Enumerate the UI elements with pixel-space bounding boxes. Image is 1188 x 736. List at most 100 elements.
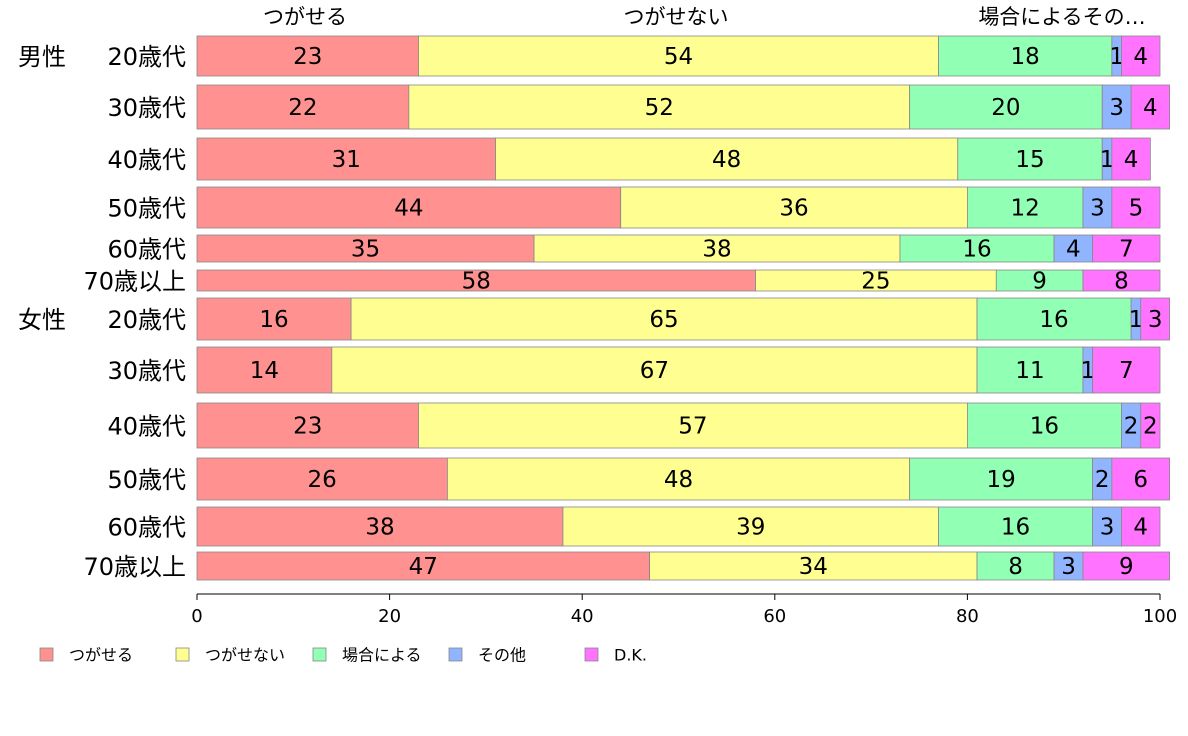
data-label: 54 xyxy=(664,44,693,70)
data-label: 7 xyxy=(1119,358,1134,384)
data-label: 48 xyxy=(712,147,741,173)
legend-label: 場合による xyxy=(342,646,422,665)
data-label: 4 xyxy=(1133,44,1148,70)
data-label: 1 xyxy=(1109,44,1124,70)
data-label: 4 xyxy=(1124,147,1139,173)
bar-segment xyxy=(1082,186,1113,229)
bar-segment xyxy=(196,137,496,181)
bar-segment xyxy=(1121,35,1161,77)
column-headers: つがせる つがせない 場合によるその… xyxy=(263,5,1146,29)
data-label: 16 xyxy=(1001,515,1030,541)
data-label: 3 xyxy=(1109,95,1124,121)
legend-swatch xyxy=(39,647,54,662)
row-label: 70歳以上 xyxy=(83,553,186,581)
x-tick-label: 60 xyxy=(763,606,786,627)
data-label: 39 xyxy=(736,515,765,541)
bar-segment xyxy=(196,84,410,130)
data-label: 3 xyxy=(1148,307,1163,333)
data-label: 65 xyxy=(649,307,678,333)
data-label: 8 xyxy=(1114,269,1129,295)
data-label: 23 xyxy=(293,414,322,440)
bar-segment xyxy=(1111,137,1151,181)
data-label: 34 xyxy=(799,554,828,580)
bar-segment xyxy=(533,234,901,263)
bar-segment xyxy=(196,551,651,581)
row-labels: 20歳代男性30歳代40歳代50歳代60歳代70歳以上20歳代女性30歳代40歳… xyxy=(18,43,186,581)
bar-segment xyxy=(196,186,622,229)
row-label: 20歳代 xyxy=(107,43,186,71)
data-label: 52 xyxy=(645,95,674,121)
data-label: 44 xyxy=(394,196,423,222)
x-tick-label: 40 xyxy=(571,606,594,627)
data-label: 12 xyxy=(1011,196,1040,222)
data-label: 3 xyxy=(1061,554,1076,580)
bar-segment xyxy=(967,186,1084,229)
row-label: 70歳以上 xyxy=(83,268,186,296)
data-label: 38 xyxy=(702,237,731,263)
legend-label: その他 xyxy=(478,646,526,665)
data-label: 5 xyxy=(1129,196,1144,222)
x-tick-label: 80 xyxy=(956,606,979,627)
data-label: 3 xyxy=(1090,196,1105,222)
bars: 23 54 18 1 422 52 20 3 431 48 15 1 444 36 12 3 535 38 16 4 7… xyxy=(196,35,1171,581)
data-label: 31 xyxy=(332,147,361,173)
data-label: 6 xyxy=(1133,467,1148,493)
data-label: 16 xyxy=(259,307,288,333)
row-label: 60歳代 xyxy=(107,514,186,542)
data-label: 8 xyxy=(1008,554,1023,580)
bar-segment xyxy=(1053,234,1093,263)
legend-swatch xyxy=(312,647,327,662)
column-header: 場合によるその… xyxy=(978,5,1145,29)
data-label: 57 xyxy=(678,414,707,440)
bar-segment xyxy=(938,35,1113,77)
data-label: 4 xyxy=(1143,95,1158,121)
bar-segment xyxy=(1082,551,1171,581)
legend-swatch xyxy=(584,647,599,662)
bar-segment xyxy=(1092,346,1161,394)
data-label: 1 xyxy=(1080,358,1095,384)
data-label: 2 xyxy=(1143,414,1158,440)
row-label: 60歳代 xyxy=(107,236,186,264)
bar-segment xyxy=(976,297,1132,341)
legend-label: つがせない xyxy=(205,646,285,665)
data-label: 22 xyxy=(288,95,317,121)
data-label: 4 xyxy=(1066,237,1081,263)
data-label: 20 xyxy=(991,95,1020,121)
row-label: 40歳代 xyxy=(107,413,186,441)
bar-segment xyxy=(418,402,968,449)
data-label: 38 xyxy=(365,515,394,541)
bar-segment xyxy=(495,137,959,181)
bar-segment xyxy=(1130,84,1171,130)
row-label: 30歳代 xyxy=(107,357,186,385)
bar-segment xyxy=(909,457,1093,501)
data-label: 16 xyxy=(1030,414,1059,440)
data-label: 15 xyxy=(1015,147,1044,173)
data-label: 11 xyxy=(1015,358,1044,384)
data-label: 36 xyxy=(779,196,808,222)
x-tick-label: 20 xyxy=(378,606,401,627)
bar-segment xyxy=(1140,402,1161,449)
bar-segment xyxy=(1101,84,1132,130)
bar-segment xyxy=(1140,297,1171,341)
data-label: 14 xyxy=(250,358,279,384)
bar-segment xyxy=(196,35,419,77)
data-label: 18 xyxy=(1011,44,1040,70)
bar-segment xyxy=(967,402,1122,449)
data-label: 67 xyxy=(640,358,669,384)
data-label: 16 xyxy=(1039,307,1068,333)
bar-segment xyxy=(976,346,1084,394)
data-label: 23 xyxy=(293,44,322,70)
bar-segment xyxy=(957,137,1103,181)
row-label: 50歳代 xyxy=(107,466,186,494)
bar-segment xyxy=(620,186,968,229)
legend: つがせる つがせない 場合による その他 D.K. xyxy=(39,646,647,665)
x-axis: 0 20 40 60 80 100 xyxy=(191,593,1177,627)
bar-segment xyxy=(1121,506,1161,547)
data-label: 3 xyxy=(1100,515,1115,541)
legend-swatch xyxy=(448,647,463,662)
bar-segment xyxy=(408,84,911,130)
bar-segment xyxy=(899,234,1055,263)
legend-label: D.K. xyxy=(614,646,647,665)
data-label: 47 xyxy=(409,554,438,580)
row-label: 50歳代 xyxy=(107,195,186,223)
